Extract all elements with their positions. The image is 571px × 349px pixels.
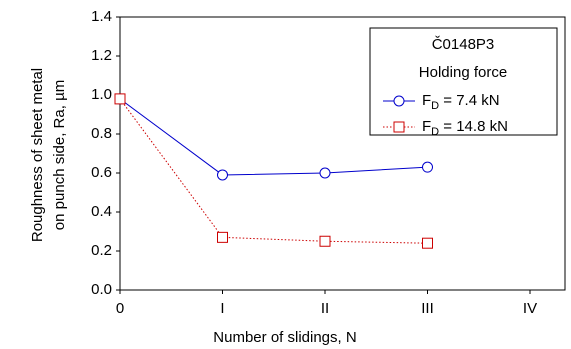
y-tick-label: 0.0 [91,281,112,298]
x-tick-label: 0 [116,300,124,317]
legend-marker [393,95,405,107]
series-line [119,98,428,176]
legend-label: FD = 7.4 kN [422,92,500,112]
data-point [319,235,331,247]
y-tick-label: 1.2 [91,47,112,64]
data-point [217,231,228,243]
legend-title: Č0148P3 [432,36,495,53]
data-point [422,237,433,249]
data-point [422,161,433,173]
y-tick-label: 0.8 [91,125,112,142]
data-point [114,93,126,105]
y-axis-label: Roughness of sheet metal [29,68,46,242]
plot-frame [119,16,566,291]
data-point [217,169,228,181]
y-tick-label: 0.2 [91,242,112,259]
legend-label: FD = 14.8 kN [422,118,508,138]
x-tick-label: II [321,300,329,317]
y-tick-label: 0.6 [91,164,112,181]
x-tick-label: III [421,300,434,317]
series-line [119,98,428,244]
legend-title: Holding force [419,64,507,81]
y-axis-label: on punch side, Ra, µm [51,80,68,230]
y-tick-label: 0.4 [91,203,112,220]
legend-marker [393,121,405,133]
y-tick-label: 1.4 [91,8,112,25]
y-tick-label: 1.0 [91,86,112,103]
x-tick-label: I [220,300,224,317]
data-point [319,167,331,179]
x-axis-label: Number of slidings, N [213,329,356,346]
x-tick-label: IV [523,300,537,317]
legend-box [369,27,558,136]
